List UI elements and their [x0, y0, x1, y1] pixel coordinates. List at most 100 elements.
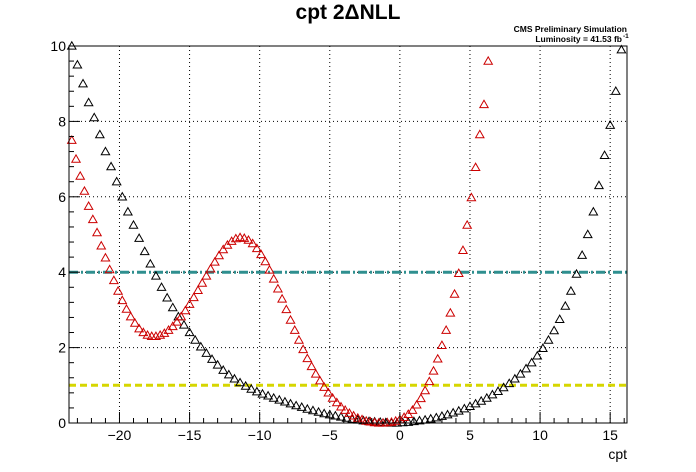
x-tick-label: −5 — [322, 427, 338, 443]
data-point — [319, 408, 330, 418]
data-point — [509, 373, 520, 383]
data-point — [184, 327, 195, 337]
data-point — [125, 311, 136, 321]
data-point — [335, 401, 347, 411]
data-point — [66, 135, 77, 144]
data-point — [272, 283, 283, 293]
data-point — [251, 243, 262, 253]
data-point — [386, 417, 397, 426]
gridlines — [69, 46, 627, 423]
data-point — [167, 302, 178, 312]
data-point — [319, 381, 330, 391]
data-point — [599, 150, 610, 159]
data-point — [260, 256, 271, 266]
data-point — [138, 327, 149, 337]
data-point — [554, 314, 565, 323]
data-point — [537, 343, 548, 353]
data-point — [117, 295, 128, 305]
data-point — [192, 285, 204, 294]
data-point — [445, 307, 456, 317]
data-point — [91, 227, 103, 237]
data-point — [89, 112, 100, 122]
data-point — [408, 416, 419, 426]
data-point — [428, 365, 439, 375]
data-point — [150, 331, 161, 340]
data-point — [218, 365, 229, 374]
data-point — [549, 325, 560, 335]
x-tick-label: −15 — [178, 427, 202, 443]
data-point — [449, 288, 460, 298]
data-point — [526, 357, 537, 367]
data-point — [457, 245, 469, 254]
data-point — [302, 353, 313, 363]
data-point — [616, 44, 627, 54]
data-point — [201, 270, 212, 280]
data-point — [348, 410, 359, 420]
data-point — [176, 311, 187, 321]
data-point — [104, 264, 115, 274]
data-point — [108, 275, 119, 285]
data-point — [407, 404, 418, 414]
data-point — [307, 405, 319, 415]
data-point — [226, 236, 237, 245]
data-point — [77, 78, 89, 88]
data-point — [230, 233, 241, 243]
data-point — [121, 303, 132, 313]
data-point — [70, 153, 82, 163]
data-point — [306, 361, 317, 371]
chart-title: cpt 2ΔNLL — [296, 1, 401, 24]
data-point — [470, 162, 481, 172]
data-point — [441, 325, 452, 334]
data-point — [197, 277, 208, 287]
data-point — [87, 214, 98, 224]
data-point — [279, 396, 290, 406]
data-point — [478, 99, 490, 109]
data-point — [83, 201, 94, 210]
luminosity-label: Luminosity = 41.53 fb — [535, 34, 622, 44]
data-point — [79, 185, 90, 195]
data-point — [285, 398, 296, 408]
data-point — [134, 323, 145, 333]
data-point — [340, 404, 351, 414]
data-point — [223, 369, 234, 379]
reference-lines — [69, 270, 627, 387]
data-point — [420, 385, 431, 395]
data-point — [256, 249, 267, 259]
data-point — [190, 334, 201, 344]
data-point — [178, 319, 190, 329]
data-point — [504, 378, 515, 388]
data-point — [218, 244, 229, 254]
data-point — [610, 86, 621, 95]
data-point — [341, 412, 352, 422]
y-tick-label: 0 — [58, 415, 66, 431]
data-point — [105, 161, 117, 171]
x-tick-label: −20 — [108, 427, 132, 443]
data-point — [411, 399, 422, 409]
data-point — [268, 273, 279, 283]
data-point — [277, 293, 288, 303]
data-point — [264, 264, 275, 274]
luminosity-superscript: -1 — [623, 33, 629, 40]
data-point — [474, 129, 485, 139]
data-point — [571, 268, 582, 278]
data-point — [96, 240, 107, 250]
data-point — [247, 238, 258, 248]
data-point — [415, 393, 426, 403]
data-point — [483, 55, 494, 65]
data-point — [184, 299, 195, 308]
data-point — [453, 268, 464, 277]
data-point — [72, 59, 83, 69]
data-point — [560, 300, 571, 310]
data-point — [257, 388, 268, 398]
data-point — [251, 386, 262, 396]
data-point — [327, 392, 338, 402]
data-point — [310, 368, 321, 378]
data-point — [285, 314, 296, 324]
data-point — [201, 348, 212, 357]
data-point — [100, 252, 111, 262]
data-point — [432, 353, 443, 363]
y-tick-label: 10 — [50, 38, 66, 54]
data-point — [425, 413, 436, 423]
data-point — [414, 415, 425, 425]
